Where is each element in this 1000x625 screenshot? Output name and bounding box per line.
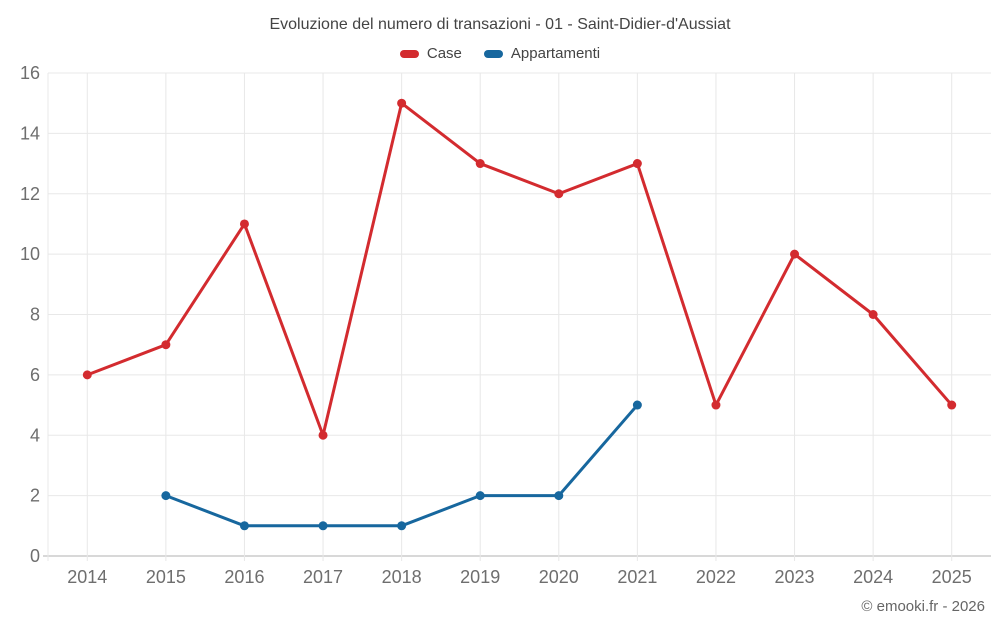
data-point-case-2018[interactable] bbox=[397, 98, 407, 108]
x-axis-tick-label: 2022 bbox=[696, 567, 736, 587]
chart-title: Evoluzione del numero di transazioni - 0… bbox=[269, 16, 731, 33]
x-axis-tick-label: 2019 bbox=[460, 567, 500, 587]
legend-label: Case bbox=[426, 45, 462, 62]
data-point-case-2021[interactable] bbox=[632, 159, 642, 169]
data-point-case-2014[interactable] bbox=[82, 370, 92, 380]
data-point-case-2019[interactable] bbox=[475, 159, 485, 169]
data-point-appartamenti-2020[interactable] bbox=[554, 491, 564, 501]
x-axis-tick-label: 2018 bbox=[382, 567, 422, 587]
y-axis-tick-label: 2 bbox=[30, 486, 40, 506]
x-axis-tick-label: 2016 bbox=[224, 567, 264, 587]
y-axis-tick-label: 4 bbox=[30, 425, 40, 445]
y-axis-tick-label: 10 bbox=[20, 244, 40, 264]
series-line-case bbox=[85, 101, 954, 437]
data-point-appartamenti-2017[interactable] bbox=[318, 521, 328, 531]
y-axis-tick-label: 6 bbox=[30, 365, 40, 385]
data-point-case-2024[interactable] bbox=[868, 310, 878, 319]
y-axis-tick-label: 16 bbox=[20, 63, 40, 83]
y-axis-tick-label: 8 bbox=[30, 305, 40, 325]
y-axis-tick-label: 0 bbox=[30, 546, 40, 566]
x-axis-tick-label: 2020 bbox=[539, 567, 579, 587]
data-point-appartamenti-2018[interactable] bbox=[397, 521, 407, 531]
legend-item-appartamenti[interactable]: Appartamenti bbox=[483, 45, 601, 62]
legend: Case Appartamenti bbox=[0, 45, 1000, 62]
x-axis-tick-label: 2021 bbox=[617, 567, 657, 587]
x-axis-tick-label: 2025 bbox=[932, 567, 972, 587]
x-axis-tick-label: 2017 bbox=[303, 567, 343, 587]
legend-item-case[interactable]: Case bbox=[399, 45, 462, 62]
x-axis-tick-label: 2023 bbox=[775, 567, 815, 587]
copyright-credit: © emooki.fr - 2026 bbox=[861, 598, 985, 615]
data-point-case-2016[interactable] bbox=[239, 219, 249, 229]
x-axis-tick-label: 2015 bbox=[146, 567, 186, 587]
data-point-case-2023[interactable] bbox=[790, 249, 800, 259]
data-point-appartamenti-2016[interactable] bbox=[239, 521, 249, 531]
data-point-appartamenti-2021[interactable] bbox=[632, 400, 642, 410]
data-point-appartamenti-2015[interactable] bbox=[161, 491, 171, 501]
data-point-case-2017[interactable] bbox=[318, 430, 328, 440]
data-point-case-2020[interactable] bbox=[554, 189, 564, 199]
legend-marker-icon bbox=[483, 49, 503, 58]
data-point-case-2015[interactable] bbox=[161, 340, 171, 350]
y-axis-tick-label: 12 bbox=[20, 184, 40, 204]
data-point-case-2022[interactable] bbox=[711, 400, 721, 410]
y-axis-tick-label: 14 bbox=[20, 123, 40, 143]
legend-label: Appartamenti bbox=[510, 45, 601, 62]
legend-marker-icon bbox=[399, 49, 419, 58]
x-axis-tick-label: 2014 bbox=[67, 567, 107, 587]
data-point-case-2025[interactable] bbox=[947, 400, 957, 410]
data-point-appartamenti-2019[interactable] bbox=[475, 491, 485, 501]
x-axis-tick-label: 2024 bbox=[853, 567, 893, 587]
